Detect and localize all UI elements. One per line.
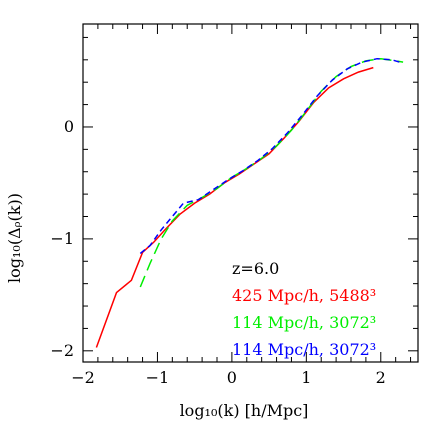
tick-labels: −2 −1 0 1 2 −2 −1 0 bbox=[50, 117, 385, 387]
legend-entry-red: 425 Mpc/h, 5488³ bbox=[232, 286, 376, 305]
series-line-1 bbox=[139, 57, 404, 288]
x-tick-label: 0 bbox=[227, 368, 237, 387]
legend-entry-green: 114 Mpc/h, 3072³ bbox=[232, 313, 376, 332]
axis-ticks bbox=[82, 24, 418, 362]
y-axis-label: log₁₀(Δᵨ(k)) bbox=[5, 193, 24, 283]
x-axis-label: log₁₀(k) [h/Mpc] bbox=[180, 401, 309, 420]
series-line-2 bbox=[139, 57, 400, 254]
x-tick-label: 2 bbox=[376, 368, 386, 387]
x-tick-label: −2 bbox=[71, 368, 95, 387]
y-tick-label: −1 bbox=[50, 229, 74, 248]
legend-entry-blue: 114 Mpc/h, 3072³ bbox=[232, 340, 376, 359]
series-lines bbox=[95, 57, 404, 348]
plot-frame bbox=[82, 23, 419, 363]
x-tick-label: 1 bbox=[301, 368, 311, 387]
x-tick-label: −1 bbox=[146, 368, 170, 387]
y-tick-label: −2 bbox=[50, 341, 74, 360]
redshift-annotation: z=6.0 bbox=[232, 259, 279, 278]
series-line-0 bbox=[95, 66, 374, 348]
y-tick-label: 0 bbox=[64, 117, 74, 136]
